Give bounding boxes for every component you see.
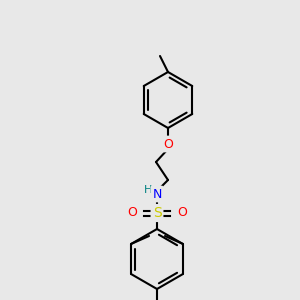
Text: N: N (152, 188, 162, 200)
Text: O: O (177, 206, 187, 220)
Text: S: S (153, 206, 161, 220)
Text: H: H (144, 185, 152, 195)
Text: O: O (127, 206, 137, 220)
Text: O: O (163, 137, 173, 151)
